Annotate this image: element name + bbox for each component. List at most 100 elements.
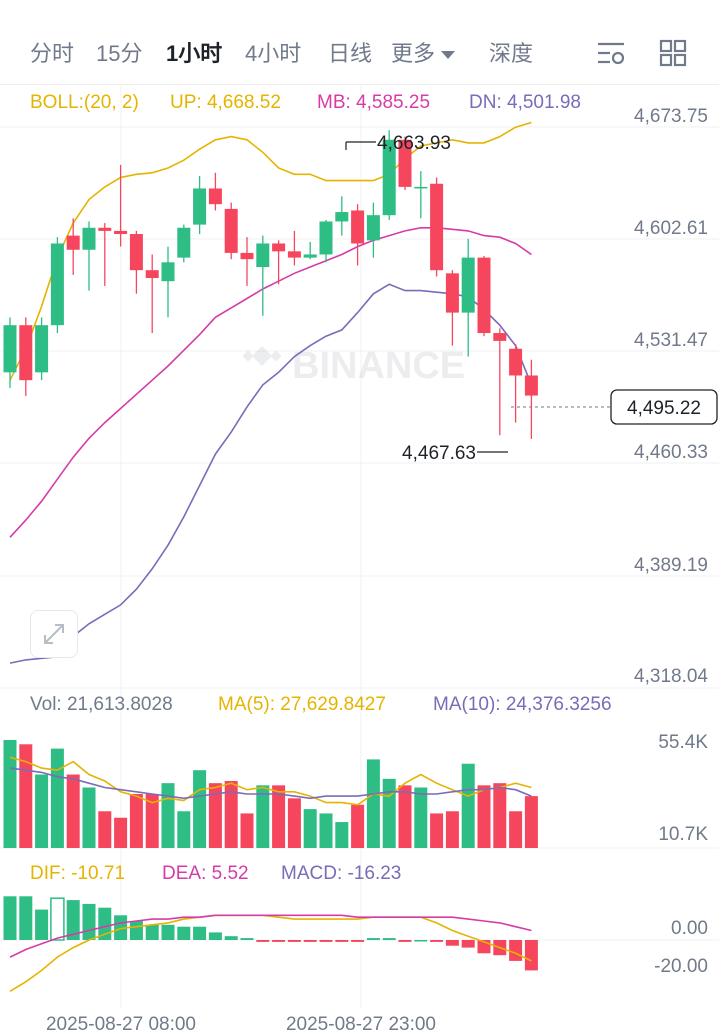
candle-body (240, 252, 254, 260)
volume-axis-label: 10.7K (658, 824, 708, 845)
macd-histogram-bar (524, 940, 538, 971)
candle-body (208, 188, 222, 205)
volume-bar (177, 811, 191, 848)
watermark-text: BINANCE (292, 345, 465, 387)
kline-chart[interactable]: BINANCE BOLL:(20, 2) UP: 4,668.52 MB: 4,… (0, 84, 719, 1030)
macd-histogram-bar (208, 932, 222, 940)
volume-bar (224, 781, 238, 848)
tab-depth[interactable]: 深度 (489, 41, 534, 66)
tab-15min[interactable]: 15分 (96, 41, 143, 66)
candlesticks (3, 130, 538, 439)
macd-axis-label: -20.00 (654, 956, 708, 977)
candle-body (319, 221, 333, 255)
volume-bar (493, 783, 507, 848)
volume-bar (319, 813, 333, 848)
timeframe-tabs: 分时 15分 1小时 4小时 日线 更多 深度 (0, 0, 719, 85)
price-axis-label: 4,460.33 (634, 442, 708, 463)
macd-value: MACD: -16.23 (281, 863, 401, 884)
macd-histogram-bar (240, 938, 254, 940)
boll-dn-value: DN: 4,501.98 (469, 92, 581, 113)
volume-bar (303, 809, 317, 848)
volume-bar (35, 774, 49, 848)
volume-value: Vol: 21,613.8028 (30, 694, 173, 715)
tab-4hour[interactable]: 4小时 (245, 41, 302, 66)
volume-bar (3, 739, 17, 848)
volume-ma10-line (9, 767, 532, 800)
boll-label: BOLL:(20, 2) (30, 92, 139, 113)
tab-daily[interactable]: 日线 (328, 41, 373, 66)
volume-bar (287, 798, 301, 848)
candle-body (272, 243, 286, 252)
macd-histogram-bar (272, 940, 286, 942)
candle-body (35, 325, 49, 373)
macd-histogram-bar (177, 926, 191, 940)
candle-body (493, 333, 507, 341)
volume-bar (129, 793, 143, 848)
volume-ma5-line (9, 756, 532, 806)
candle-body (398, 139, 412, 187)
volume-bar (50, 748, 64, 848)
volume-bar (272, 785, 286, 848)
macd-dea-line (9, 914, 532, 958)
candle-body (256, 243, 270, 268)
macd-histogram-bar (19, 896, 33, 940)
fullscreen-button[interactable] (30, 610, 78, 658)
macd-histogram-bar (193, 926, 207, 940)
candle-body (3, 325, 17, 373)
macd-histogram-bar (414, 940, 428, 942)
boll-lower-line (9, 283, 533, 664)
macd-histogram-bar (3, 896, 17, 940)
macd-histogram (3, 896, 538, 971)
macd-histogram-bar (398, 940, 412, 942)
tab-more[interactable]: 更多 (391, 36, 456, 68)
layout-grid-icon[interactable] (658, 38, 688, 68)
macd-histogram-bar (82, 903, 96, 940)
tab-more-label: 更多 (391, 41, 436, 66)
volume-bar (256, 785, 270, 848)
candle-body (445, 273, 459, 313)
macd-histogram-bar (382, 938, 396, 940)
macd-histogram-bar (114, 915, 128, 940)
tab-time-sharing[interactable]: 分时 (30, 41, 75, 66)
candle-body (66, 235, 80, 250)
candle-body (50, 243, 64, 326)
price-axis-label: 4,318.04 (634, 666, 708, 687)
macd-axis-label: 0.00 (671, 918, 708, 939)
boll-mb-value: MB: 4,585.25 (317, 92, 430, 113)
volume-bar (98, 811, 112, 848)
macd-histogram-bar (335, 940, 349, 942)
macd-histogram-bar (319, 940, 333, 942)
volume-bar (414, 787, 428, 848)
macd-histogram-bar (461, 940, 475, 948)
expand-icon (44, 624, 64, 644)
volume-bar (193, 770, 207, 848)
macd-histogram-bar (303, 940, 317, 942)
candle-body (351, 210, 365, 244)
low-price-label: 4,467.63 (402, 443, 476, 464)
candle-body (509, 348, 523, 376)
volume-bar (398, 785, 412, 848)
macd-histogram-bar (224, 936, 238, 940)
volume-axis-label: 55.4K (658, 732, 708, 753)
volume-bar (524, 796, 538, 848)
volume-bar (430, 813, 444, 848)
macd-dea: DEA: 5.52 (162, 863, 249, 884)
candle-body (335, 212, 349, 222)
current-price-tag[interactable] (610, 389, 718, 425)
volume-bar (382, 778, 396, 848)
candle-body (82, 227, 96, 250)
indicator-settings-icon[interactable] (596, 38, 626, 68)
tab-1hour[interactable]: 1小时 (166, 41, 223, 66)
macd-dif-line (9, 914, 532, 992)
chevron-down-icon (441, 51, 456, 60)
volume-bar (66, 774, 80, 848)
macd-histogram-bar (50, 897, 65, 941)
macd-histogram-bar (351, 940, 365, 942)
candle-body (129, 234, 143, 271)
boll-up-value: UP: 4,668.52 (170, 92, 281, 113)
volume-bar (82, 787, 96, 848)
macd-histogram-bar (366, 938, 380, 940)
candle-body (193, 188, 207, 225)
macd-histogram-bar (509, 940, 523, 961)
volume-bars (3, 739, 538, 848)
